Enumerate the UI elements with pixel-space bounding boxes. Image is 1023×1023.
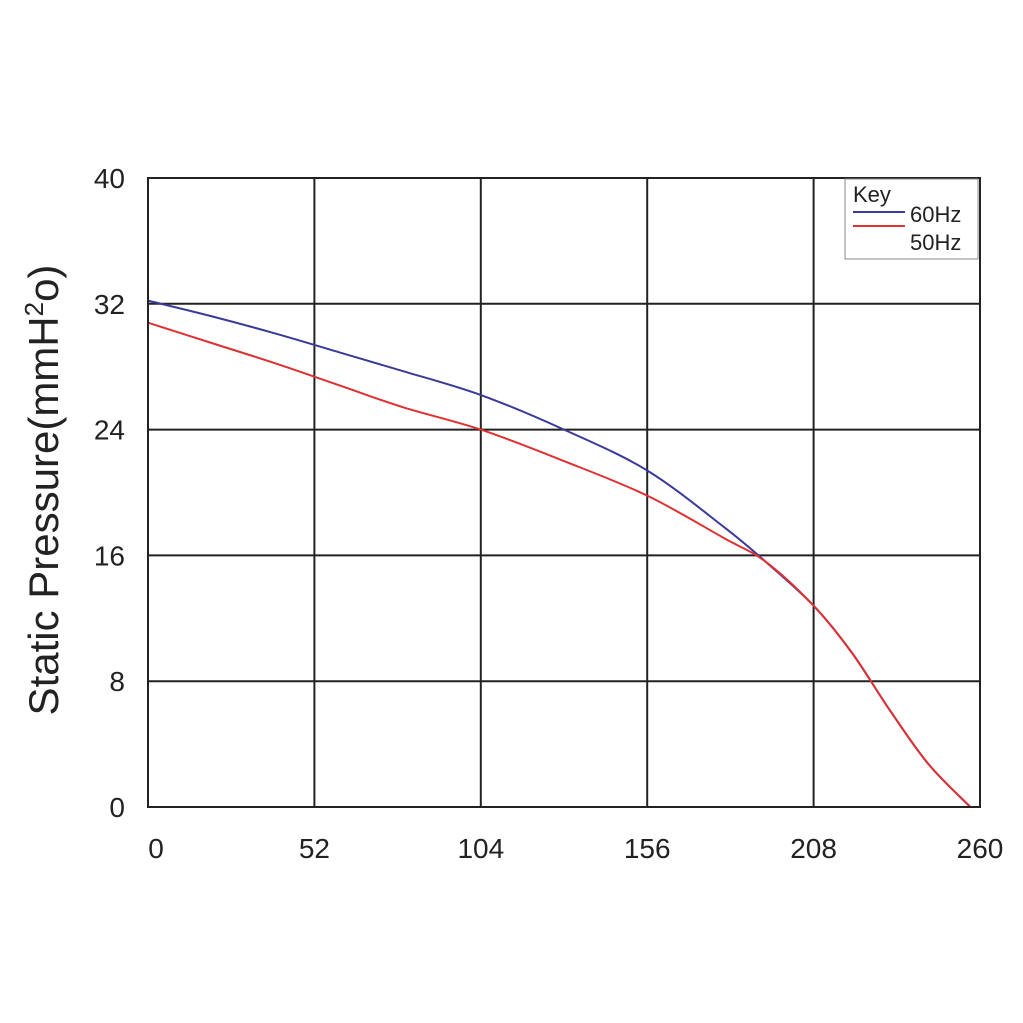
- y-tick-label: 16: [94, 540, 125, 571]
- series-line-50hz: [147, 321, 972, 808]
- y-tick-labels: 0 8 16 24 32 40: [94, 163, 125, 823]
- grid: [148, 178, 980, 807]
- legend-label-60hz: 60Hz: [910, 202, 961, 227]
- x-tick-label: 260: [957, 833, 1004, 864]
- series-line-60hz: [147, 299, 972, 808]
- legend-title: Key: [853, 182, 891, 207]
- y-tick-label: 40: [94, 163, 125, 194]
- x-tick-label: 156: [624, 833, 671, 864]
- x-tick-label: 52: [299, 833, 330, 864]
- y-tick-label: 8: [109, 666, 125, 697]
- legend-box: [844, 178, 979, 260]
- y-axis-label: Static Pressure(mmH2o): [19, 265, 67, 716]
- y-tick-label: 24: [94, 415, 125, 446]
- series-layer: [147, 299, 972, 808]
- y-tick-label: 32: [94, 289, 125, 320]
- plot-frame: [147, 177, 981, 808]
- legend-label-50hz: 50Hz: [910, 230, 961, 255]
- legend: Key 60Hz 50Hz: [844, 178, 979, 260]
- x-tick-labels: 0 52 104 156 208 260: [148, 833, 1003, 864]
- y-tick-label: 0: [109, 792, 125, 823]
- x-tick-label: 208: [790, 833, 837, 864]
- x-tick-label: 104: [457, 833, 504, 864]
- x-tick-label: 0: [148, 833, 164, 864]
